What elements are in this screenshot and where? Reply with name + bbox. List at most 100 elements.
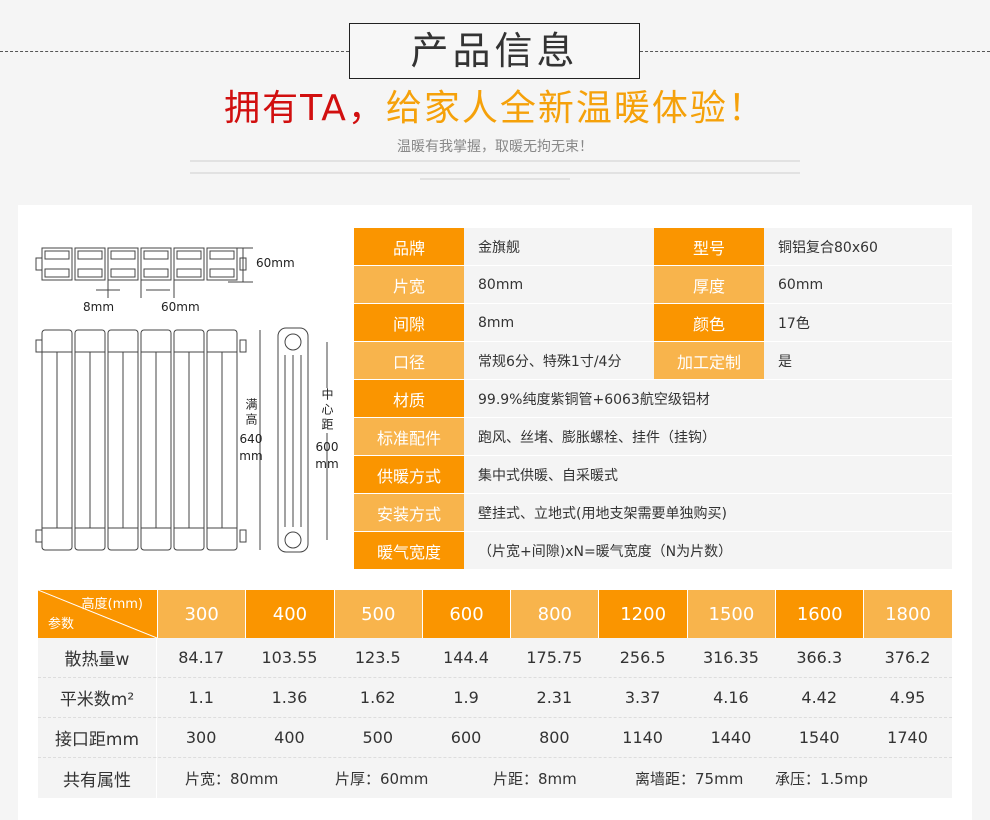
param-row: 平米数m² 1.1 1.36 1.62 1.9 2.31 3.37 4.16 4.42 4.95 bbox=[38, 678, 952, 718]
param-value: 316.35 bbox=[702, 648, 759, 667]
param-label: 接口距mm bbox=[38, 718, 157, 757]
param-label: 散热量w bbox=[38, 638, 157, 677]
spec-value: 是 bbox=[764, 342, 952, 379]
param-value: 1140 bbox=[622, 728, 663, 747]
spec-row: 品牌 金旗舰 型号 铜铝复合80x60 bbox=[354, 228, 952, 266]
full-height-value: 640 bbox=[240, 432, 263, 446]
corner-diagonal bbox=[38, 590, 157, 638]
param-value: 1.1 bbox=[188, 688, 214, 707]
corner-cell: 高度(mm) 参数 bbox=[38, 590, 157, 638]
spec-value: 壁挂式、立地式(用地支架需要单独购买) bbox=[464, 494, 952, 531]
fine-print bbox=[420, 178, 570, 180]
height-header: 800 bbox=[510, 590, 599, 638]
param-value: 1540 bbox=[798, 728, 840, 747]
param-value: 103.55 bbox=[261, 648, 318, 667]
param-value: 3.37 bbox=[624, 688, 661, 707]
spec-value: 99.9%纯度紫铜管+6063航空级铝材 bbox=[464, 380, 952, 417]
height-header: 1800 bbox=[863, 590, 952, 638]
param-value: 400 bbox=[274, 728, 305, 747]
param-value: 1440 bbox=[710, 728, 752, 747]
corner-top: 高度(mm) bbox=[81, 597, 143, 612]
common-attr: 片厚：60mm bbox=[335, 769, 429, 788]
param-row: 散热量w 84.17 103.55 123.5 144.4 175.75 256.5 316.… bbox=[38, 638, 952, 678]
common-attr: 承压：1.5mp bbox=[775, 769, 868, 788]
spec-label: 片宽 bbox=[354, 266, 464, 303]
width-label: 60mm bbox=[161, 300, 200, 314]
height-header: 400 bbox=[245, 590, 334, 638]
spec-value: 80mm bbox=[464, 266, 654, 303]
param-value: 4.42 bbox=[801, 688, 838, 707]
param-value: 144.4 bbox=[443, 648, 489, 667]
spec-label: 间隙 bbox=[354, 304, 464, 341]
section-title: 产品信息 bbox=[349, 23, 640, 79]
spec-label: 暖气宽度 bbox=[354, 532, 464, 569]
front-view bbox=[35, 329, 247, 551]
param-value: 500 bbox=[362, 728, 394, 747]
radiator-diagram: 60mm 8mm 60mm 640 mm 600 mm bbox=[35, 247, 339, 553]
spec-label: 安装方式 bbox=[354, 494, 464, 531]
spec-value: 8mm bbox=[464, 304, 654, 341]
slogan: 拥有TA，给家人全新温暖体验！ bbox=[0, 84, 990, 134]
spec-label: 厚度 bbox=[654, 266, 764, 303]
spec-label: 颜色 bbox=[654, 304, 764, 341]
common-row: 共有属性 片宽：80mm 片厚：60mm 片距：8mm 离墙距：75mm 承压：1.5m… bbox=[38, 758, 952, 798]
spec-row: 间隙 8mm 颜色 17色 bbox=[354, 304, 952, 342]
common-attr: 片宽：80mm bbox=[185, 769, 279, 788]
spec-value: 常规6分、特殊1寸/4分 bbox=[464, 342, 654, 379]
full-height-unit: mm bbox=[239, 449, 262, 463]
spec-label: 口径 bbox=[354, 342, 464, 379]
param-value: 600 bbox=[450, 728, 482, 747]
spec-label: 品牌 bbox=[354, 228, 464, 265]
corner-bottom: 参数 bbox=[48, 617, 75, 632]
spec-label: 加工定制 bbox=[654, 342, 764, 379]
center-unit: mm bbox=[315, 457, 338, 471]
param-value: 300 bbox=[185, 728, 217, 747]
param-label: 平米数m² bbox=[38, 678, 157, 717]
param-value: 4.16 bbox=[713, 688, 749, 707]
height-header: 300 bbox=[157, 590, 246, 638]
height-header: 1200 bbox=[598, 590, 687, 638]
divider-right bbox=[640, 51, 990, 52]
slogan-red: 拥有TA， bbox=[224, 88, 386, 129]
spec-row: 供暖方式 集中式供暖、自采暖式 bbox=[354, 456, 952, 494]
spec-label: 型号 bbox=[654, 228, 764, 265]
spec-label: 供暖方式 bbox=[354, 456, 464, 493]
param-header-row: 高度(mm) 参数 300 400 500 600 800 1200 1500 1600 180… bbox=[38, 590, 952, 638]
subtitle: 温暖有我掌握，取暖无拘无束！ bbox=[397, 139, 593, 155]
spec-value: 跑风、丝堵、膨胀螺栓、挂件（挂钩） bbox=[464, 418, 952, 455]
param-body: 散热量w 84.17 103.55 123.5 144.4 175.75 256.5 316.… bbox=[38, 638, 952, 758]
param-row: 接口距mm 300 400 500 600 800 1140 1440 1540 1740 bbox=[38, 718, 952, 758]
spec-value: （片宽+间隙)xN=暖气宽度（N为片数） bbox=[464, 532, 952, 569]
common-label: 共有属性 bbox=[38, 758, 157, 798]
spec-label: 材质 bbox=[354, 380, 464, 417]
param-value: 366.3 bbox=[796, 648, 843, 667]
common-attr: 离墙距：75mm bbox=[635, 769, 744, 788]
spec-row: 口径 常规6分、特殊1寸/4分 加工定制是 bbox=[354, 342, 952, 380]
side-view bbox=[277, 327, 328, 553]
spec-row: 材质 99.9%纯度紫铜管+6063航空级铝材 bbox=[354, 380, 952, 418]
fine-print bbox=[190, 172, 800, 174]
spec-label: 标准配件 bbox=[354, 418, 464, 455]
param-value: 1.62 bbox=[359, 688, 396, 707]
spec-value: 金旗舰 bbox=[464, 228, 654, 265]
param-value: 376.2 bbox=[884, 648, 931, 667]
height-header: 500 bbox=[333, 590, 422, 638]
spec-row: 片宽 80mm 厚度 60mm bbox=[354, 266, 952, 304]
param-value: 256.5 bbox=[619, 648, 666, 667]
full-height-label: 满高 bbox=[244, 398, 258, 428]
spec-value: 60mm bbox=[764, 266, 952, 303]
common-attr: 片距：8mm bbox=[493, 769, 577, 788]
spec-row: 暖气宽度 （片宽+间隙)xN=暖气宽度（N为片数） bbox=[354, 532, 952, 570]
spec-table: 品牌 金旗舰 型号 铜铝复合80x60 片宽 80mm 厚度 60mm 间隙 8mm 颜色 17色 口径… bbox=[354, 228, 952, 570]
center-value: 600 bbox=[316, 440, 339, 454]
depth-label: 60mm bbox=[256, 256, 295, 270]
height-header: 600 bbox=[421, 590, 511, 638]
param-value: 175.75 bbox=[526, 648, 583, 667]
fine-print bbox=[190, 160, 800, 162]
divider-left bbox=[0, 51, 349, 52]
param-table: 高度(mm) 参数 300 400 500 600 800 1200 1500 1600 180… bbox=[38, 590, 952, 798]
param-value: 2.31 bbox=[536, 688, 573, 707]
param-value: 4.95 bbox=[889, 688, 926, 707]
spec-row: 安装方式 壁挂式、立地式(用地支架需要单独购买) bbox=[354, 494, 952, 532]
param-value: 84.17 bbox=[178, 648, 225, 667]
